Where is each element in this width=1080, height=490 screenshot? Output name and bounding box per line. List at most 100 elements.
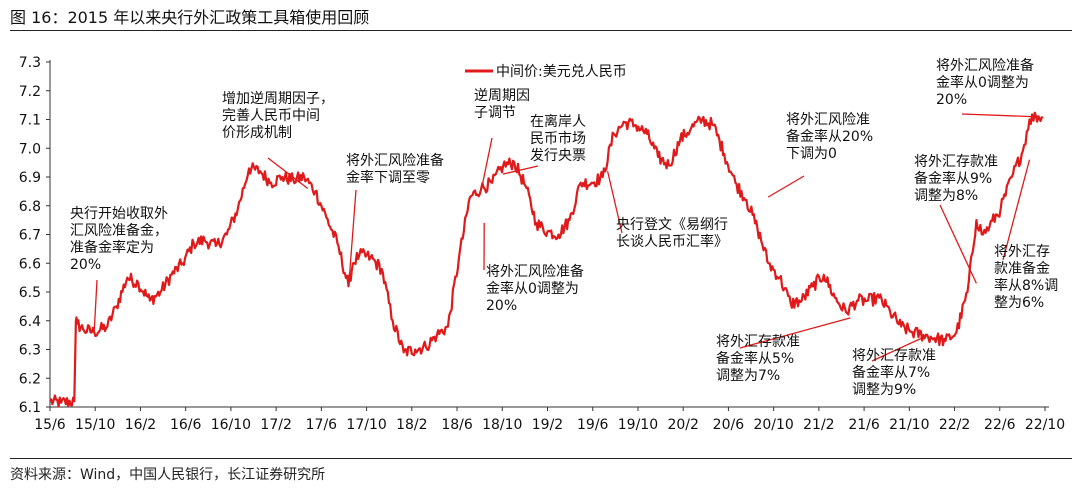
x-tick-label: 15/6 [34, 417, 66, 433]
x-tick-label: 17/6 [306, 417, 338, 433]
annotation-leader-a9 [739, 317, 851, 349]
annotation-leader-a7 [606, 171, 623, 234]
annotation-line: 整为6% [994, 295, 1044, 311]
x-tick-label: 17/10 [346, 417, 386, 433]
annotation-line: 将外汇风险准备 [486, 263, 584, 280]
annotation-line: 子调节 [474, 105, 516, 121]
x-tick-label: 18/10 [482, 417, 522, 433]
chart-series [49, 111, 1044, 408]
annotation-line: 央行开始收取外 [70, 206, 168, 222]
chart-axes: 6.1 6.2 6.3 6.4 6.5 6.6 6.7 6.8 6.9 7.0 7.1 7.2 7.3 1… [19, 55, 1065, 433]
annotation-line: 调整为8% [914, 188, 978, 204]
annotation-leader-a1 [93, 279, 98, 333]
annotation-leader-a12 [939, 204, 978, 284]
x-tick-label: 18/6 [441, 417, 473, 433]
annotation-a4: 逆周期因子调节 [474, 88, 530, 121]
annotation-line: 款准备金 [994, 260, 1050, 277]
y-tick-label: 6.4 [19, 314, 41, 330]
y-tick-label: 6.1 [19, 400, 41, 416]
x-tick-label: 21/10 [889, 417, 929, 433]
annotation-a8: 将外汇风险准备金率从20%下调为0 [786, 112, 873, 162]
annotation-a6: 将外汇风险准备金率从0调整为 20% [486, 263, 584, 314]
annotation-line: 调整为9% [852, 382, 916, 398]
annotation-line: 汇风险准备金， [70, 222, 168, 239]
annotation-line: 将外汇风险准备 [346, 152, 444, 169]
x-tick-label: 19/2 [532, 417, 563, 433]
annotation-a7: 央行登文《易纲行长谈人民币汇率》 [616, 217, 728, 250]
annotation-line: 长谈人民币汇率》 [616, 233, 728, 250]
annotation-a13: 将外汇存款准备金率从8%调整为6% [994, 244, 1058, 311]
annotation-leader-a8 [767, 175, 805, 198]
annotation-leader-a3 [348, 189, 357, 284]
x-tick-label: 19/10 [618, 417, 658, 433]
title-rule [10, 30, 1072, 31]
annotation-line: 逆周期因 [474, 88, 530, 104]
x-tick-label: 16/10 [211, 417, 251, 433]
y-tick-label: 6.9 [19, 170, 41, 186]
x-tick-label: 20/6 [713, 417, 745, 433]
annotation-a12: 将外汇存款准备金率从9%调整为8% [914, 154, 998, 204]
annotation-line: 将外汇风险准 [786, 112, 870, 128]
annotation-line: 完善人民币中间 [222, 108, 320, 124]
y-tick-label: 6.8 [19, 199, 41, 215]
annotation-line: 将外汇存款准 [852, 348, 936, 364]
annotation-line: 将外汇风险准备 [936, 57, 1034, 74]
y-tick-label: 6.7 [19, 228, 41, 244]
source-rule [10, 458, 1072, 459]
x-tick-label: 20/2 [667, 417, 698, 433]
x-tick-label: 21/6 [848, 417, 880, 433]
annotation-leader-a13 [1002, 159, 1031, 261]
annotation-line: 发行央票 [530, 148, 586, 164]
annotation-line: 金率从0调整为 [486, 280, 579, 297]
annotation-line: 增加逆周期因子， [222, 91, 334, 107]
annotation-line: 价形成机制 [222, 125, 292, 141]
annotation-line: 下调为0 [786, 146, 837, 162]
annotation-a9: 将外汇存款准备金率从5%调整为7% [716, 334, 800, 384]
y-tick-label: 7.0 [19, 141, 41, 157]
annotation-a2: 增加逆周期因子，完善人民币中间价形成机制 [222, 91, 334, 141]
y-tick-label: 7.3 [19, 55, 41, 71]
source-note: 资料来源：Wind，中国人民银行，长江证券研究所 [10, 467, 326, 483]
x-tick-label: 22/10 [1025, 417, 1065, 433]
annotation-leader-a10 [871, 337, 923, 362]
x-tick-label: 20/10 [753, 417, 793, 433]
x-tick-label: 22/2 [939, 417, 970, 433]
x-tick-label: 15/10 [75, 417, 115, 433]
y-tick-label: 6.6 [19, 256, 41, 272]
annotation-line: 20% [486, 298, 517, 314]
annotation-a10: 将外汇存款准备金率从7%调整为9% [852, 348, 936, 398]
y-tick-label: 6.3 [19, 343, 41, 359]
annotation-line: 金率从0调整为 [936, 74, 1029, 91]
annotation-line: 准备金率定为 [70, 239, 154, 256]
x-tick-label: 21/2 [803, 417, 834, 433]
chart-legend: 中间价:美元兑人民币 [465, 64, 627, 80]
annotation-line: 民币市场 [530, 130, 586, 147]
annotation-line: 将外汇存款准 [716, 334, 800, 350]
x-tick-label: 16/6 [170, 417, 202, 433]
annotation-line: 央行登文《易纲行 [616, 217, 728, 233]
y-tick-label: 7.1 [19, 113, 41, 129]
annotation-line: 20% [936, 92, 967, 108]
y-tick-label: 6.5 [19, 285, 41, 301]
annotation-line: 率从8%调 [994, 277, 1058, 294]
y-tick-label: 6.2 [19, 371, 41, 387]
annotation-leader-a2 [267, 157, 309, 190]
legend-label: 中间价:美元兑人民币 [496, 64, 627, 80]
annotation-leader-a4 [480, 137, 493, 189]
annotation-leader-a11 [961, 113, 1033, 118]
annotation-a3: 将外汇风险准备金率下调至零 [346, 152, 444, 186]
annotation-line: 金率下调至零 [346, 169, 430, 186]
annotation-line: 将外汇存款准 [914, 154, 998, 170]
x-tick-label: 22/6 [984, 417, 1016, 433]
annotation-line: 备金率从5% [716, 350, 794, 367]
figure-title: 图 16：2015 年以来央行外汇政策工具箱使用回顾 [10, 8, 370, 27]
annotation-line: 备金率从20% [786, 128, 873, 145]
annotation-line: 调整为7% [716, 368, 780, 384]
annotation-leader-a5 [502, 165, 539, 175]
x-tick-label: 19/6 [577, 417, 609, 433]
annotation-a5: 在离岸人民币市场发行央票 [530, 113, 586, 164]
annotation-line: 备金率从7% [852, 364, 930, 381]
annotation-line: 备金率从9% [914, 170, 992, 187]
annotation-line: 将外汇存 [994, 244, 1050, 260]
